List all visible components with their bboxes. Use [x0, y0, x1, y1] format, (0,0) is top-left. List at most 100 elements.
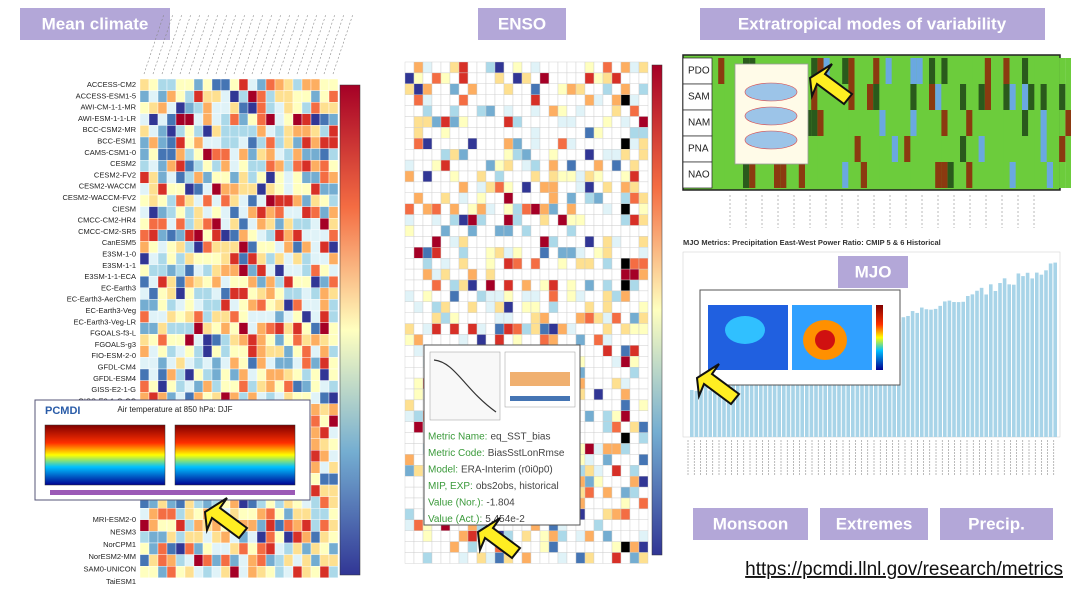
heatmap-cell: [630, 127, 639, 138]
heatmap-cell: [149, 334, 158, 346]
heatmap-cell: [495, 171, 504, 182]
heatmap-cell: [257, 346, 266, 358]
heatmap-cell: [612, 411, 621, 422]
modes-cell: [966, 110, 972, 136]
heatmap-cell: [621, 84, 630, 95]
heatmap-cell: [257, 125, 266, 137]
modes-cell: [904, 136, 910, 162]
heatmap-cell: [459, 335, 468, 346]
heatmap-cell: [621, 138, 630, 149]
heatmap-cell: [513, 302, 522, 313]
modes-cell: [879, 58, 885, 84]
heatmap-cell: [414, 476, 423, 487]
heatmap-cell: [140, 334, 149, 346]
heatmap-cell: [432, 215, 441, 226]
popup-value: eq_SST_bias: [490, 432, 550, 443]
heatmap-cell: [576, 236, 585, 247]
heatmap-cell: [585, 520, 594, 531]
heatmap-cell: [167, 334, 176, 346]
heatmap-cell: [567, 106, 576, 117]
heatmap-cell: [329, 207, 338, 219]
heatmap-cell: [486, 553, 495, 564]
heatmap-cell: [405, 160, 414, 171]
heatmap-cell: [558, 149, 567, 160]
heatmap-cell: [468, 258, 477, 269]
heatmap-cell: [239, 508, 248, 520]
heatmap-cell: [302, 102, 311, 114]
heatmap-cell: [284, 137, 293, 149]
heatmap-cell: [158, 276, 167, 288]
column-label-stub: [261, 14, 281, 74]
modes-cell: [1059, 58, 1065, 84]
modes-cell: [712, 84, 718, 110]
slide: Mean climate ENSO Extratropical modes of…: [0, 0, 1071, 585]
heatmap-cell: [311, 183, 320, 195]
bar: [957, 302, 961, 437]
heatmap-cell: [284, 218, 293, 230]
heatmap-cell: [257, 520, 266, 532]
modes-cell: [1010, 162, 1016, 188]
heatmap-cell: [275, 207, 284, 219]
heatmap-cell: [576, 62, 585, 73]
modes-cell: [985, 162, 991, 188]
heatmap-cell: [284, 125, 293, 137]
heatmap-cell: [540, 117, 549, 128]
heatmap-cell: [329, 276, 338, 288]
heatmap-cell: [158, 357, 167, 369]
heatmap-cell: [612, 291, 621, 302]
heatmap-cell: [612, 520, 621, 531]
model-label: EC-Earth3-Veg-LR: [73, 317, 136, 326]
heatmap-cell: [248, 531, 257, 543]
heatmap-cell: [549, 269, 558, 280]
heatmap-cell: [522, 193, 531, 204]
bar: [989, 284, 993, 437]
heatmap-cell: [239, 79, 248, 91]
heatmap-cell: [203, 288, 212, 300]
heatmap-cell: [311, 357, 320, 369]
heatmap-cell: [630, 542, 639, 553]
heatmap-cell: [257, 357, 266, 369]
heatmap-cell: [432, 335, 441, 346]
heatmap-cell: [630, 389, 639, 400]
heatmap-cell: [423, 215, 432, 226]
heatmap-cell: [477, 138, 486, 149]
modes-cell: [811, 136, 817, 162]
url-link[interactable]: https://pcmdi.llnl.gov/research/metrics: [745, 559, 1063, 580]
modes-cell: [1041, 58, 1047, 84]
heatmap-cell: [585, 476, 594, 487]
heatmap-cell: [459, 84, 468, 95]
section-button-label[interactable]: Precip.: [968, 514, 1025, 533]
heatmap-cell: [176, 334, 185, 346]
heatmap-cell: [293, 531, 302, 543]
heatmap-cell: [441, 62, 450, 73]
heatmap-cell: [302, 241, 311, 253]
section-button-label[interactable]: Extremes: [836, 514, 913, 533]
heatmap-cell: [284, 299, 293, 311]
heatmap-cell: [414, 127, 423, 138]
heatmap-cell: [311, 334, 320, 346]
heatmap-cell: [239, 218, 248, 230]
section-button-label[interactable]: Monsoon: [713, 514, 789, 533]
bar: [920, 308, 924, 437]
heatmap-cell: [212, 265, 221, 277]
heatmap-cell: [594, 127, 603, 138]
heatmap-cell: [284, 207, 293, 219]
heatmap-cell: [239, 323, 248, 335]
heatmap-cell: [504, 95, 513, 106]
popup-title: Air temperature at 850 hPa: DJF: [117, 405, 232, 414]
modes-cell: [861, 136, 867, 162]
heatmap-cell: [284, 357, 293, 369]
heatmap-cell: [468, 280, 477, 291]
modes-cell: [991, 162, 997, 188]
heatmap-cell: [405, 204, 414, 215]
heatmap-cell: [423, 531, 432, 542]
heatmap-cell: [221, 543, 230, 555]
heatmap-cell: [230, 555, 239, 567]
heatmap-cell: [432, 95, 441, 106]
heatmap-cell: [405, 335, 414, 346]
heatmap-cell: [414, 302, 423, 313]
heatmap-cell: [320, 265, 329, 277]
modes-cell: [855, 84, 861, 110]
heatmap-cell: [621, 324, 630, 335]
heatmap-cell: [239, 334, 248, 346]
